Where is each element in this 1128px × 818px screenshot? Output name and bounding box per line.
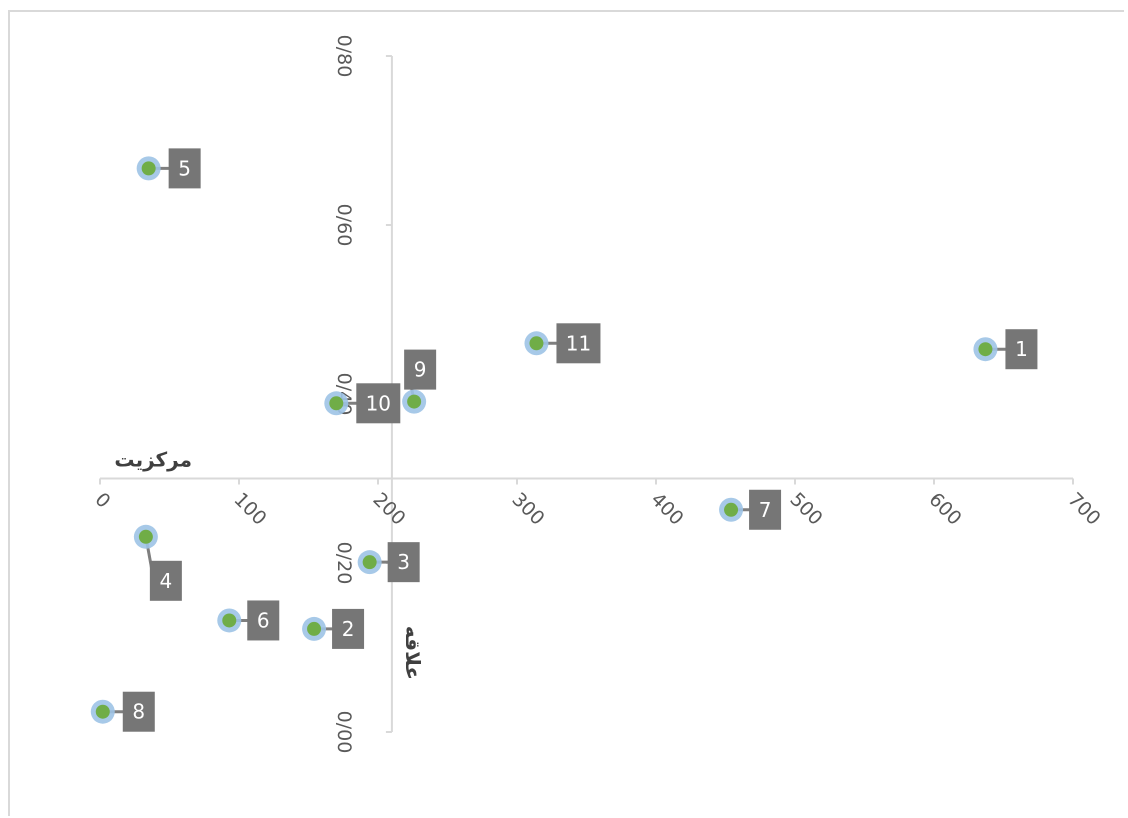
data-label: 5 <box>178 156 191 180</box>
marker <box>529 336 544 351</box>
data-point: 3 <box>357 542 420 583</box>
data-label: 9 <box>414 358 427 382</box>
x-axis-ticks: 0 100 200 300 400 500 600 700 <box>90 478 1105 530</box>
data-label-box <box>1005 329 1038 370</box>
data-label-box <box>387 542 420 583</box>
x-axis-title: مرکزیت <box>114 448 192 472</box>
data-label: 11 <box>566 331 591 355</box>
data-label: 4 <box>160 569 173 593</box>
x-tick-label: 600 <box>924 488 965 529</box>
data-point: 8 <box>90 691 155 732</box>
data-point: 5 <box>136 148 201 189</box>
marker <box>362 555 377 570</box>
data-label: 8 <box>132 700 145 724</box>
x-tick-label: 300 <box>507 488 548 529</box>
x-tick-label: 400 <box>646 488 687 529</box>
x-tick-label: 500 <box>785 488 826 529</box>
data-label-box <box>247 600 280 641</box>
data-label-box <box>404 349 437 390</box>
marker <box>329 396 344 411</box>
data-label: 7 <box>759 498 772 522</box>
data-label: 10 <box>366 391 391 415</box>
data-label-box <box>122 691 155 732</box>
data-point: 2 <box>302 608 365 649</box>
data-point: 11 <box>524 323 601 364</box>
x-tick-label: 700 <box>1063 488 1104 529</box>
data-label-box <box>356 383 401 424</box>
marker <box>307 621 322 636</box>
y-tick-label: 0/60 <box>333 204 355 247</box>
data-label: 2 <box>342 617 355 641</box>
data-label: 3 <box>397 550 410 574</box>
marker <box>95 704 110 719</box>
y-tick-label: 0/00 <box>333 711 355 754</box>
chart-area <box>8 10 1124 816</box>
x-tick-label: 200 <box>368 488 409 529</box>
marker <box>978 342 993 357</box>
data-label: 6 <box>257 608 270 632</box>
x-tick-label: 100 <box>229 488 270 529</box>
data-label-box <box>149 560 182 601</box>
data-points: 1 2 3 4 5 6 7 8 9 10 11 <box>90 148 1038 732</box>
data-label-box <box>556 323 601 364</box>
data-label-box <box>168 148 201 189</box>
data-point: 1 <box>973 329 1038 370</box>
marker <box>222 613 237 628</box>
marker <box>138 529 153 544</box>
data-label-box <box>332 608 365 649</box>
y-axis-title: علاقه <box>401 626 425 680</box>
marker <box>724 502 739 517</box>
data-label: 1 <box>1015 337 1028 361</box>
data-point: 6 <box>217 600 280 641</box>
marker <box>141 161 156 176</box>
data-label-box <box>749 489 782 530</box>
x-tick-label: 0 <box>90 488 114 512</box>
data-point: 7 <box>719 489 782 530</box>
data-point: 4 <box>133 524 182 601</box>
marker <box>407 394 422 409</box>
y-tick-label: 0/20 <box>333 542 355 585</box>
data-point: 10 <box>324 383 401 424</box>
data-point: 9 <box>402 349 437 414</box>
y-tick-label: 0/80 <box>333 35 355 78</box>
